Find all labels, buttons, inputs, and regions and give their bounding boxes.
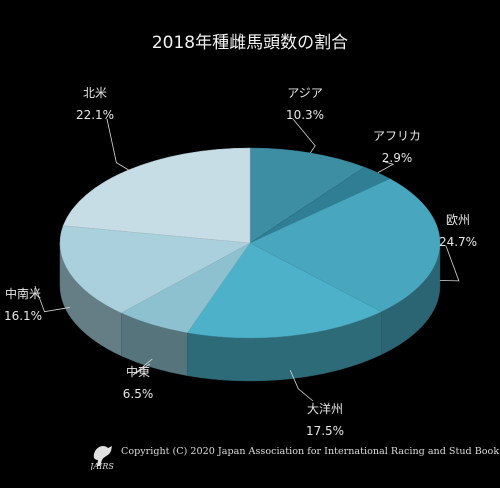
slice-oceania bbox=[186, 242, 382, 339]
leader-line-africa bbox=[377, 161, 395, 174]
slice-label-africa: アフリカ bbox=[373, 129, 421, 143]
leader-line-oceania bbox=[289, 370, 314, 402]
slice-asia bbox=[249, 147, 366, 244]
slice-label-middle-east: 中東 bbox=[126, 364, 150, 379]
jairs-logo: JAIRS bbox=[88, 446, 114, 470]
pie-top bbox=[59, 147, 441, 339]
leader-line-asia bbox=[292, 118, 316, 154]
leader-lines bbox=[34, 118, 460, 402]
pie-sides bbox=[59, 242, 441, 382]
slice-label-europe: 欧州 bbox=[446, 213, 470, 227]
slice-value-europe: 24.7% bbox=[439, 235, 477, 249]
copyright-text: Copyright (C) 2020 Japan Association for… bbox=[121, 446, 500, 457]
slice-latin-america bbox=[59, 225, 251, 314]
slice-value-asia: 10.3% bbox=[286, 108, 324, 122]
slice-north-america bbox=[62, 147, 251, 244]
logo-text: JAIRS bbox=[88, 462, 114, 470]
slice-label-north-america: 北米 bbox=[83, 86, 107, 100]
slice-label-asia: アジア bbox=[287, 86, 323, 100]
slice-value-oceania: 17.5% bbox=[306, 424, 344, 438]
leader-line-middle-east bbox=[132, 358, 153, 376]
slice-value-middle-east: 6.5% bbox=[123, 387, 154, 401]
leader-line-north-america bbox=[106, 118, 129, 171]
slice-label-oceania: 大洋州 bbox=[307, 401, 343, 416]
leader-line-latin-america bbox=[34, 285, 70, 313]
slice-value-africa: 2.9% bbox=[382, 151, 413, 165]
slice-europe bbox=[249, 178, 441, 312]
slice-value-latin-america: 16.1% bbox=[4, 309, 42, 323]
slice-value-north-america: 22.1% bbox=[76, 108, 114, 122]
slice-label-latin-america: 中南米 bbox=[5, 286, 41, 301]
chart-title: 2018年種雌馬頭数の割合 bbox=[152, 33, 348, 53]
slice-labels: アジア 10.3% アフリカ 2.9% 欧州 24.7% 大洋州 17.5% 中東 6.5% 中南米… bbox=[4, 86, 477, 438]
leader-line-europe bbox=[439, 245, 460, 282]
